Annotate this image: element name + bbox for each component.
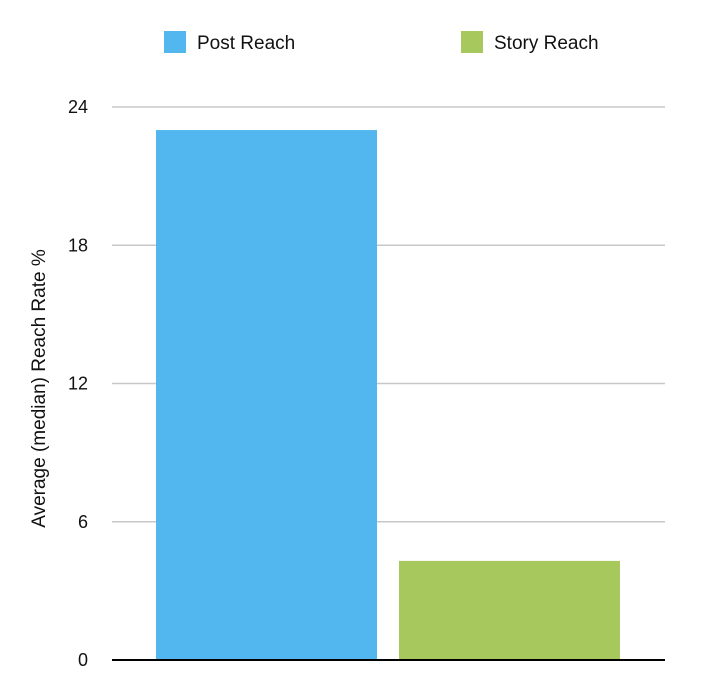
bars [156, 130, 620, 660]
legend-swatch-story-reach [461, 31, 483, 53]
y-tick-label-12: 12 [68, 374, 88, 394]
y-axis-ticks: 0 6 12 18 24 [68, 97, 88, 670]
legend-label-story-reach: Story Reach [494, 33, 599, 54]
y-tick-label-24: 24 [68, 97, 88, 117]
legend: Post Reach Story Reach [164, 31, 599, 54]
legend-swatch-post-reach [164, 31, 186, 53]
y-tick-label-0: 0 [78, 650, 88, 670]
y-axis-title: Average (median) Reach Rate % [29, 249, 50, 528]
legend-label-post-reach: Post Reach [197, 33, 295, 54]
y-tick-label-18: 18 [68, 235, 88, 255]
bar-post-reach [156, 130, 377, 660]
bar-story-reach [399, 560, 620, 660]
y-tick-label-6: 6 [78, 512, 88, 532]
